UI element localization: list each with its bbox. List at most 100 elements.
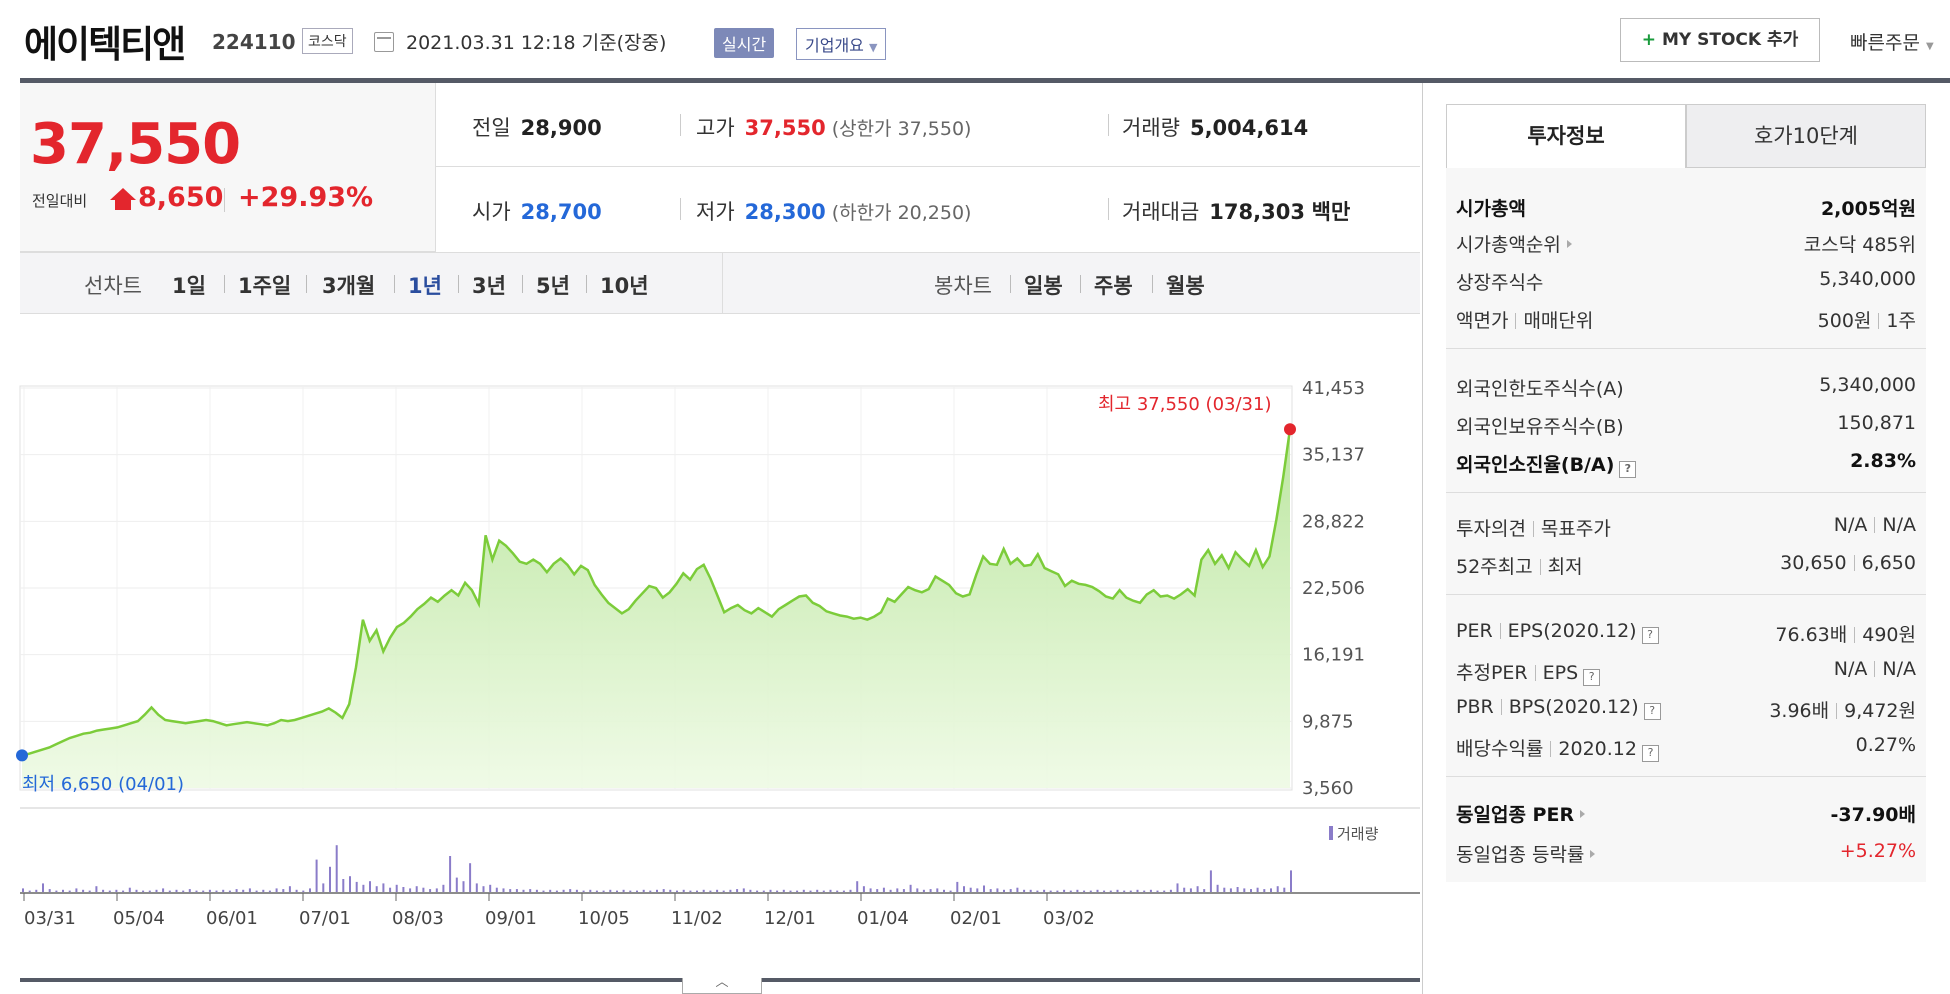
volume-bar <box>1089 890 1092 892</box>
volume-bar <box>495 887 498 892</box>
volume-bar <box>35 889 38 892</box>
info-row-sector-per[interactable]: 동일업종 PER -37.90배 <box>1456 804 1916 826</box>
volume-bar <box>362 884 365 892</box>
period-1d[interactable]: 1일 <box>172 274 206 298</box>
help-icon[interactable]: ? <box>1583 669 1601 686</box>
period-3m[interactable]: 3개월 <box>322 274 376 298</box>
info-row-mcap-rank[interactable]: 시가총액순위 코스닥 485위 <box>1456 234 1916 256</box>
volume-legend-swatch <box>1329 826 1333 840</box>
tab-invest-info[interactable]: 투자정보 <box>1446 104 1686 168</box>
max-point <box>1284 423 1296 436</box>
volume-bar <box>302 890 305 892</box>
x-tick-label: 08/03 <box>392 908 444 929</box>
volume-bar <box>909 884 912 892</box>
divider <box>1108 114 1109 136</box>
volume-bar <box>175 889 178 892</box>
plus-icon: + <box>1641 30 1656 50</box>
volume-bar <box>435 888 438 892</box>
volume-bar <box>1036 890 1039 892</box>
volume-bar <box>355 881 358 892</box>
volume-bar <box>702 889 705 892</box>
add-mystock-label: MY STOCK 추가 <box>1661 30 1799 50</box>
volume-bar <box>1076 889 1079 892</box>
help-icon[interactable]: ? <box>1641 627 1659 644</box>
y-tick-label: 35,137 <box>1302 445 1365 466</box>
period-3y[interactable]: 3년 <box>472 274 506 298</box>
volume-bar <box>769 889 772 892</box>
divider <box>1010 275 1011 293</box>
info-row-mcap: 시가총액 2,005억원 <box>1456 198 1916 220</box>
volume-bar <box>609 889 612 892</box>
volume-bar <box>682 889 685 892</box>
volume-bar <box>375 886 378 892</box>
info-row-sector-chg[interactable]: 동일업종 등락률 +5.27% <box>1456 840 1916 866</box>
volume-bar <box>662 889 665 892</box>
volume-bar <box>789 890 792 892</box>
min-point <box>16 749 28 762</box>
volume-bar <box>335 845 338 892</box>
volume-bar <box>315 859 318 892</box>
volume-bar <box>616 890 618 892</box>
volume-bar <box>842 890 845 892</box>
volume-bar <box>562 889 565 892</box>
divider <box>1080 275 1081 293</box>
volume-bar <box>589 889 592 892</box>
x-tick-label: 03/02 <box>1043 908 1095 929</box>
volume-bar <box>142 890 145 892</box>
divider <box>1446 594 1926 595</box>
divider <box>224 188 225 212</box>
quick-order-dropdown[interactable]: 빠른주문 ▼ <box>1850 28 1934 55</box>
volume-bar <box>115 889 118 892</box>
add-mystock-button[interactable]: + MY STOCK 추가 <box>1620 18 1820 62</box>
volume-bar <box>656 889 658 892</box>
x-tick-label: 05/04 <box>113 908 165 929</box>
period-1w[interactable]: 1주일 <box>238 274 292 298</box>
volume-bar <box>882 887 885 892</box>
low-price: 저가 28,300 (하한가 20,250) <box>696 200 972 224</box>
change-percent: +29.93% <box>238 182 374 213</box>
volume-bar <box>756 890 759 892</box>
candle-daily[interactable]: 일봉 <box>1024 274 1063 298</box>
volume-bar <box>168 890 171 892</box>
volume-bar <box>629 890 632 892</box>
divider <box>1446 776 1926 777</box>
candle-weekly[interactable]: 주봉 <box>1094 274 1133 298</box>
volume-bar <box>395 884 398 892</box>
volume-bar <box>268 890 271 892</box>
caret-right-icon <box>1566 240 1572 248</box>
tab-hoga-10[interactable]: 호가10단계 <box>1686 104 1926 168</box>
volume-bar <box>242 889 245 892</box>
period-10y[interactable]: 10년 <box>600 274 649 298</box>
volume-bar <box>1229 888 1232 892</box>
info-row-per: PER EPS(2020.12)? 76.63배 490원 <box>1456 620 1916 646</box>
chevron-down-icon: ▼ <box>868 41 878 54</box>
help-icon[interactable]: ? <box>1641 745 1659 762</box>
candle-monthly[interactable]: 월봉 <box>1166 274 1205 298</box>
price-chart[interactable]: 41,453 35,137 28,822 22,506 16,191 9,875 3,560… <box>0 370 1420 994</box>
realtime-badge[interactable]: 실시간 <box>714 28 775 58</box>
period-1y[interactable]: 1년 <box>408 274 442 298</box>
x-tick-label: 12/01 <box>764 908 816 929</box>
volume-bar <box>742 888 745 892</box>
info-row-opinion: 투자의견 목표주가 N/A N/A <box>1456 514 1916 540</box>
volume-bar <box>549 889 552 892</box>
volume-bar <box>462 881 465 892</box>
volume-bar <box>135 889 138 892</box>
company-overview-dropdown[interactable]: 기업개요 ▼ <box>796 28 887 60</box>
volume-bar <box>1109 890 1112 892</box>
period-5y[interactable]: 5년 <box>536 274 570 298</box>
help-icon[interactable]: ? <box>1643 703 1661 720</box>
volume-bar <box>455 877 458 892</box>
volume-bar <box>235 889 238 892</box>
y-tick-label: 41,453 <box>1302 378 1365 399</box>
volume-bar <box>976 888 979 892</box>
volume-bar <box>222 889 225 892</box>
candle-chart-label: 봉차트 <box>934 274 992 298</box>
volume-bar <box>342 879 345 892</box>
volume-bar <box>28 890 31 892</box>
collapse-button[interactable]: ︿ <box>682 976 762 994</box>
panel-divider <box>1422 83 1423 994</box>
help-icon[interactable]: ? <box>1619 461 1637 478</box>
volume-bar <box>642 889 645 892</box>
divider <box>1446 492 1926 493</box>
